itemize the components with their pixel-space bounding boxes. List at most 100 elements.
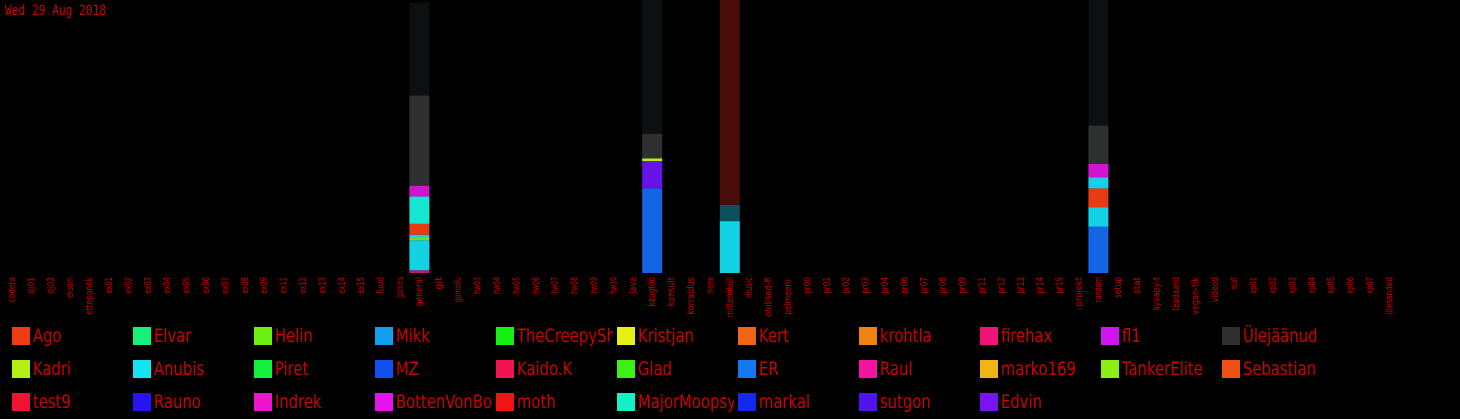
x-tick-label: pr06 xyxy=(899,277,910,294)
bar-segment xyxy=(719,221,740,273)
x-tick-label: ex14 xyxy=(337,277,348,294)
legend-entry: Piret xyxy=(254,358,371,380)
legend-entry: firehax xyxy=(980,325,1097,347)
x-tick-label: ülesanded xyxy=(1384,277,1395,315)
legend-label: moth xyxy=(517,391,556,413)
x-tick-label: ex02 xyxy=(123,277,134,294)
x-tick-label: pr15 xyxy=(1055,277,1066,294)
legend-swatch xyxy=(12,360,30,378)
x-tick-label: setup xyxy=(1113,277,1124,298)
legend-entry: MZ xyxy=(375,358,492,380)
x-tick-label: pr13 xyxy=(1016,277,1027,294)
legend-swatch xyxy=(496,327,514,345)
legend-label: TankerElite xyxy=(1122,358,1203,380)
legend-entry: sutgon xyxy=(859,391,976,413)
legend-swatch xyxy=(859,393,877,411)
x-tick-label: teadaand xyxy=(1171,277,1182,311)
legend-swatch xyxy=(980,393,998,411)
legend-entry: moth xyxy=(496,391,613,413)
legend-label: TheCreepySh xyxy=(517,325,613,347)
legend-label: Anubis xyxy=(154,358,205,380)
x-tick-label: gomoku xyxy=(453,277,464,302)
bar-segment xyxy=(1088,207,1109,227)
legend-swatch xyxy=(859,327,877,345)
x-tick-label: hw05 xyxy=(511,277,522,294)
x-tick-label: games xyxy=(395,277,406,298)
legend-swatch xyxy=(12,393,30,411)
legend-label: Sebastian xyxy=(1243,358,1317,380)
legend-label: Elvar xyxy=(154,325,192,347)
x-tick-label: ex05 xyxy=(182,277,193,294)
bar-segment xyxy=(1088,226,1109,273)
x-tick-label: java xyxy=(628,277,639,295)
x-tick-label: xp02 xyxy=(1268,277,1279,294)
x-tick-label: ex01 xyxy=(104,277,115,294)
bar-random xyxy=(1088,0,1109,273)
legend-label: Kert xyxy=(759,325,790,347)
x-tick-label: xp03 xyxy=(1287,277,1298,294)
x-tick-label: music xyxy=(744,277,755,298)
x-tick-label: pr09 xyxy=(958,277,969,294)
legend-label: firehax xyxy=(1001,325,1053,347)
legend-swatch xyxy=(738,327,756,345)
legend-swatch xyxy=(980,327,998,345)
legend-entry: Glad xyxy=(617,358,734,380)
x-tick-label: ex06 xyxy=(201,277,212,294)
x-tick-label: pr12 xyxy=(996,277,1007,294)
x-tick-label: mitteniiküll xyxy=(725,277,736,317)
legend-label: Indrek xyxy=(275,391,322,413)
x-tick-label: ex08 xyxy=(240,277,251,294)
x-tick-label: ex13 xyxy=(317,277,328,294)
legend-label: ER xyxy=(759,358,779,380)
bar-segment xyxy=(642,161,663,189)
legend-swatch xyxy=(980,360,998,378)
x-tick-label: korraldus xyxy=(686,277,697,315)
bar-segment xyxy=(409,237,430,241)
legend-entry: MajorMoopsy xyxy=(617,391,734,413)
x-tick-label: xp04 xyxy=(1307,277,1318,294)
bar-segment xyxy=(642,188,663,273)
x-tick-label: ex03 xyxy=(143,277,154,294)
bar-segment xyxy=(409,185,430,197)
legend-swatch xyxy=(375,327,393,345)
legend-label: BottenVonBot xyxy=(396,391,492,413)
legend-entry: BottenVonBot xyxy=(375,391,492,413)
x-tick-label: pr11 xyxy=(977,277,988,294)
legend-swatch xyxy=(254,327,272,345)
x-tick-label: ex09 xyxy=(259,277,270,294)
legend-swatch xyxy=(1222,327,1240,345)
legend-swatch xyxy=(133,393,151,411)
legend-swatch xyxy=(738,393,756,411)
x-tick-labels: codera dj01 dj02 eksam ettepanek ex01 ex02 ex03… xyxy=(7,276,1395,317)
bar-segment xyxy=(642,133,663,159)
legend-swatch xyxy=(1101,360,1119,378)
bar-segment xyxy=(409,223,430,235)
legend-swatch xyxy=(254,360,272,378)
x-tick-label: pr14 xyxy=(1035,277,1046,294)
legend-entry: Kert xyxy=(738,325,855,347)
legend-entry: Kadri xyxy=(12,358,129,380)
bar-general xyxy=(409,2,430,273)
legend-label: Piret xyxy=(275,358,309,380)
x-tick-label: pr07 xyxy=(919,277,930,294)
legend-swatch xyxy=(617,393,635,411)
legend-label: Mikk xyxy=(396,325,431,347)
x-tick-label: stat xyxy=(1132,277,1143,294)
legend-entry: Anubis xyxy=(133,358,250,380)
legend-swatch xyxy=(133,327,151,345)
x-tick-label: xp07 xyxy=(1365,277,1376,294)
x-tick-label: ex11 xyxy=(279,277,290,294)
x-tick-label: hw06 xyxy=(531,277,542,294)
x-tick-label: syvapy-t xyxy=(1152,277,1163,311)
x-tick-label: wat xyxy=(1229,277,1240,290)
x-tick-label: hw03 xyxy=(473,277,484,294)
legend-swatch xyxy=(617,327,635,345)
x-tick-label: git xyxy=(434,277,445,290)
bar-segment xyxy=(409,240,430,271)
legend-entry: Kaido.K xyxy=(496,358,613,380)
x-tick-label: kaugtöö xyxy=(647,277,658,307)
x-tick-label: pr01 xyxy=(822,277,833,294)
x-tick-label: eksam xyxy=(65,277,76,298)
legend-entry: Raul xyxy=(859,358,976,380)
x-tick-label: dj01 xyxy=(26,277,37,294)
